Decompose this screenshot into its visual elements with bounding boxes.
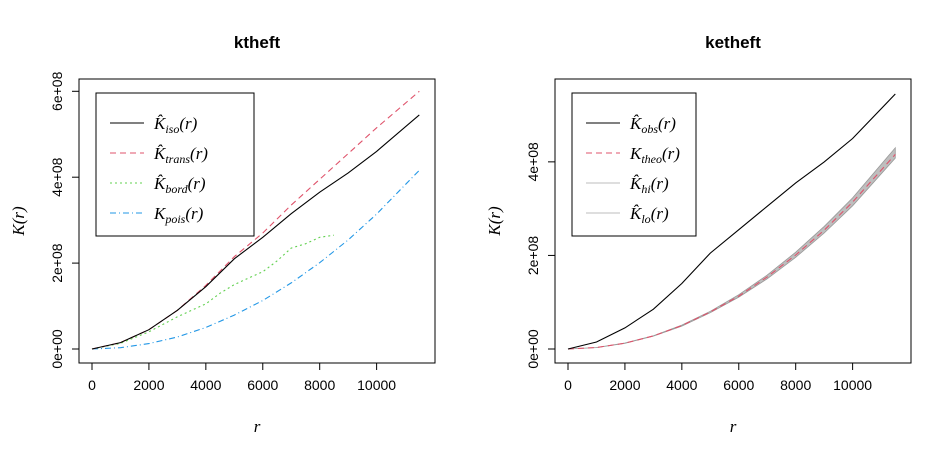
legend-label-bord: K̂bord(r) <box>153 174 206 196</box>
x-tick-label: 6000 <box>723 377 754 393</box>
series-line-theo <box>567 154 896 350</box>
x-tick-label: 6000 <box>247 377 278 393</box>
chart-title: ktheft <box>234 33 281 52</box>
legend-box <box>571 92 697 237</box>
x-tick-label: 4000 <box>666 377 697 393</box>
x-axis-label: r <box>254 417 261 436</box>
y-axis-label: K(r) <box>9 206 28 237</box>
y-tick-label: 0e+00 <box>49 329 65 369</box>
panel-ketheft: ketheft 0 2000 4000 6000 8000 10000 0e+00 2e+08 4… <box>485 33 912 436</box>
x-tick-label: 8000 <box>780 377 811 393</box>
y-tick-label: 4e+08 <box>525 142 541 182</box>
x-tick-label: 10000 <box>833 377 872 393</box>
legend-label-iso: K̂iso(r) <box>153 114 198 136</box>
legend-label-trans: K̂trans(r) <box>153 144 208 166</box>
series-line-pois <box>91 169 420 350</box>
legend-label-theo: Ktheo(r) <box>629 144 680 166</box>
legend-label-hi: K̂hi(r) <box>629 174 669 196</box>
y-tick-label: 2e+08 <box>49 243 65 283</box>
y-tick-label: 6e+08 <box>49 71 65 111</box>
x-tick-label: 0 <box>564 377 572 393</box>
panel-ktheft: ktheft 0 2000 4000 6000 8000 10000 0e+00 2e+08 4e… <box>9 33 436 436</box>
y-tick-label: 2e+08 <box>525 236 541 276</box>
x-tick-label: 8000 <box>304 377 335 393</box>
x-tick-label: 2000 <box>609 377 640 393</box>
y-axis-label: K(r) <box>485 206 504 237</box>
legend-label-lo: K̂lo(r) <box>629 204 669 226</box>
series-line-bord <box>91 234 334 350</box>
legend-label-obs: K̂obs(r) <box>629 114 676 136</box>
y-tick-label: 4e+08 <box>49 157 65 197</box>
series-line-iso <box>91 114 420 350</box>
x-tick-label: 2000 <box>133 377 164 393</box>
x-tick-label: 0 <box>88 377 96 393</box>
x-tick-label: 4000 <box>190 377 221 393</box>
x-tick-label: 10000 <box>357 377 396 393</box>
x-axis-label: r <box>730 417 737 436</box>
chart-title: ketheft <box>705 33 761 52</box>
y-tick-label: 0e+00 <box>525 329 541 369</box>
legend-label-pois: Kpois(r) <box>153 204 204 226</box>
series-line-obs <box>567 93 896 350</box>
legend-box <box>95 92 255 237</box>
